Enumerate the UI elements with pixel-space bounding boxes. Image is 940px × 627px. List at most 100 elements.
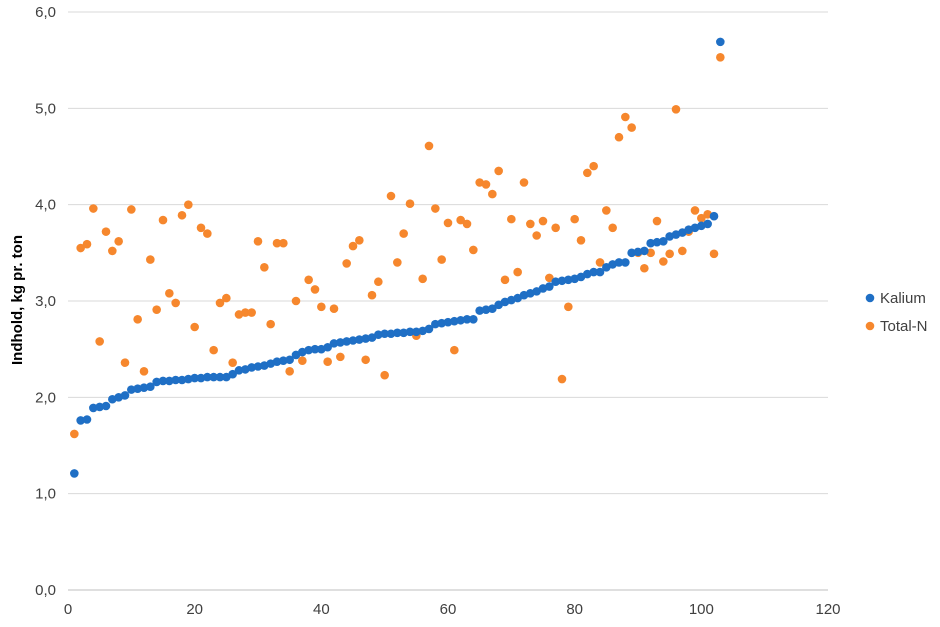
point-total-n xyxy=(380,370,389,380)
legend-label-kalium: Kalium xyxy=(880,290,926,307)
point-total-n xyxy=(209,345,218,355)
point-kalium xyxy=(89,403,98,413)
point-total-n xyxy=(393,258,402,267)
point-total-n xyxy=(146,255,155,264)
point-kalium xyxy=(437,318,446,328)
point-kalium xyxy=(551,277,560,287)
point-kalium xyxy=(336,338,345,347)
point-total-n xyxy=(82,239,92,249)
point-kalium xyxy=(70,469,79,478)
point-total-n xyxy=(127,205,136,214)
point-total-n xyxy=(557,374,567,384)
x-tick-label: 120 xyxy=(815,601,840,618)
point-total-n xyxy=(291,296,301,306)
point-kalium xyxy=(393,328,402,338)
x-tick-label: 20 xyxy=(186,601,203,618)
point-kalium xyxy=(196,373,206,383)
point-total-n xyxy=(640,263,649,273)
point-total-n xyxy=(494,166,503,176)
point-total-n xyxy=(260,262,269,272)
point-kalium xyxy=(190,373,199,383)
point-total-n xyxy=(519,178,529,187)
point-kalium xyxy=(76,416,85,425)
point-kalium xyxy=(456,315,465,325)
point-total-n xyxy=(279,238,288,248)
point-total-n xyxy=(386,191,396,201)
point-total-n xyxy=(697,213,706,223)
y-tick-label: 4,0 xyxy=(35,197,56,214)
point-kalium xyxy=(431,319,440,329)
point-total-n xyxy=(133,315,142,324)
point-kalium xyxy=(177,375,187,385)
legend: Kalium Total-N xyxy=(865,290,928,335)
point-kalium xyxy=(120,391,130,400)
point-total-n xyxy=(659,257,668,266)
point-total-n xyxy=(203,229,212,238)
point-total-n xyxy=(196,223,206,233)
point-total-n xyxy=(488,189,497,199)
point-kalium xyxy=(171,375,180,385)
point-kalium xyxy=(304,345,313,355)
point-total-n xyxy=(507,214,516,224)
point-kalium xyxy=(633,247,643,257)
point-total-n xyxy=(481,180,491,189)
point-kalium xyxy=(279,356,288,366)
point-kalium xyxy=(462,315,472,324)
point-total-n xyxy=(538,216,548,226)
point-total-n xyxy=(602,206,611,215)
point-total-n xyxy=(165,288,174,298)
point-total-n xyxy=(462,219,472,229)
point-kalium xyxy=(475,306,484,315)
point-kalium xyxy=(146,382,155,392)
point-total-n xyxy=(678,246,687,256)
point-kalium xyxy=(399,328,408,338)
point-kalium xyxy=(659,236,668,246)
point-total-n xyxy=(329,304,339,314)
y-tick-label: 1,0 xyxy=(35,486,56,503)
point-kalium xyxy=(386,329,396,339)
point-total-n xyxy=(500,275,510,285)
point-kalium xyxy=(272,357,282,366)
legend-marker-kalium xyxy=(865,293,875,303)
point-total-n xyxy=(355,236,364,245)
point-total-n xyxy=(570,214,579,224)
point-total-n xyxy=(526,219,535,229)
point-kalium xyxy=(95,402,104,412)
point-total-n xyxy=(266,319,275,329)
y-axis-label: Indhold, kg pr. ton xyxy=(9,235,26,365)
point-kalium xyxy=(557,276,567,286)
point-total-n xyxy=(595,258,605,267)
point-total-n xyxy=(101,227,111,236)
point-kalium xyxy=(158,376,168,386)
point-kalium xyxy=(342,337,351,346)
point-total-n xyxy=(95,337,104,346)
x-tick-label: 0 xyxy=(64,601,72,618)
point-kalium xyxy=(82,415,92,424)
point-kalium xyxy=(589,267,598,277)
legend-label-total-n: Total-N xyxy=(880,318,928,335)
series-kalium xyxy=(70,37,725,478)
point-total-n xyxy=(513,267,522,277)
point-total-n xyxy=(576,236,586,245)
point-total-n xyxy=(228,358,237,367)
x-tick-label: 100 xyxy=(689,601,714,618)
point-total-n xyxy=(152,305,161,314)
point-total-n xyxy=(190,322,199,332)
point-kalium xyxy=(652,237,662,247)
point-kalium xyxy=(646,238,655,248)
point-total-n xyxy=(158,215,168,225)
point-total-n xyxy=(76,243,85,253)
point-kalium xyxy=(716,37,725,47)
point-total-n xyxy=(716,52,725,62)
legend-marker-total-n xyxy=(865,321,875,331)
point-total-n xyxy=(589,161,598,171)
point-total-n xyxy=(437,255,446,264)
point-total-n xyxy=(424,141,434,151)
point-total-n xyxy=(317,302,326,312)
point-kalium xyxy=(323,342,332,352)
point-kalium xyxy=(481,305,491,314)
point-total-n xyxy=(614,132,624,142)
point-total-n xyxy=(222,293,231,303)
x-tick-label: 40 xyxy=(313,601,330,618)
